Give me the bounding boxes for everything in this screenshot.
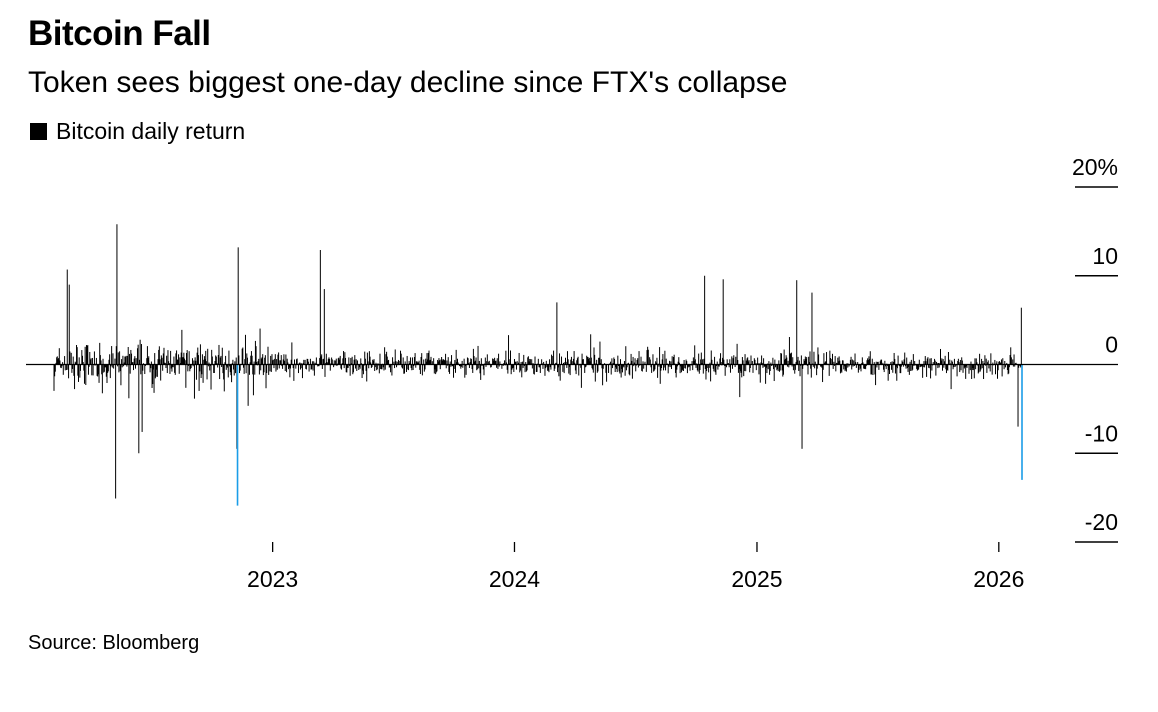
legend-label: Bitcoin daily return: [56, 118, 246, 144]
chart-subtitle: Token sees biggest one-day decline since…: [28, 66, 788, 99]
y-tick-label: 20%: [1072, 154, 1118, 180]
chart-legend: Bitcoin daily return: [30, 118, 245, 145]
y-tick-label: -10: [1085, 420, 1118, 446]
y-tick-label: 10: [1092, 243, 1118, 269]
y-tick-label: -20: [1085, 509, 1118, 535]
x-tick-label: 2025: [731, 566, 782, 592]
x-tick-label: 2026: [973, 566, 1024, 592]
legend-swatch: [30, 123, 47, 140]
x-tick-label: 2023: [247, 566, 298, 592]
chart-title: Bitcoin Fall: [28, 14, 211, 53]
x-tick-label: 2024: [489, 566, 540, 592]
y-tick-label: 0: [1105, 332, 1118, 358]
source-note: Source: Bloomberg: [28, 632, 200, 654]
x-axis: 2023 2024 2025 2026: [247, 542, 1024, 592]
y-axis: 20% 10 0 -10 -20: [1072, 154, 1118, 543]
